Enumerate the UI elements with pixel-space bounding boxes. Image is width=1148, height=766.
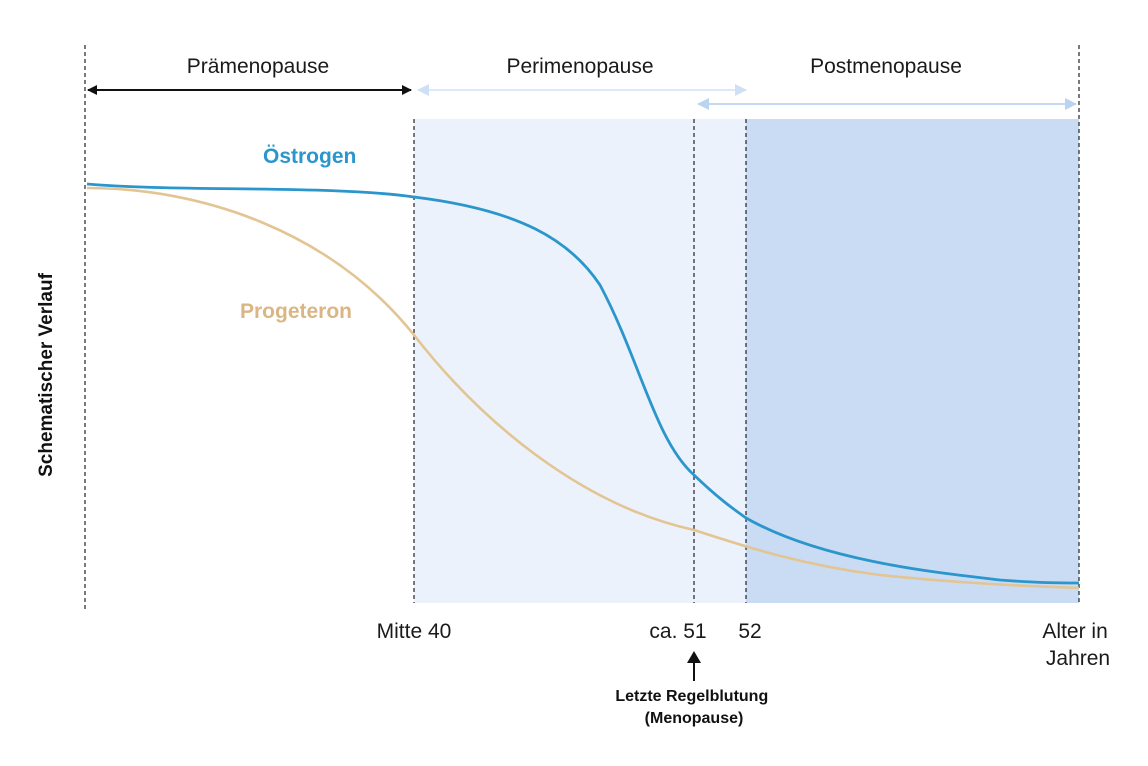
perimenopause-region: [414, 119, 746, 603]
y-axis-title: Schematischer Verlauf: [36, 272, 57, 476]
phase-label-praemenopause: Prämenopause: [187, 55, 329, 78]
x-axis-title-line-1: Alter in: [1042, 620, 1107, 643]
tick-label-52: 52: [738, 620, 761, 643]
event-label-line-2: (Menopause): [645, 710, 744, 727]
postmenopause-region: [746, 119, 1079, 603]
event-arrow-head: [687, 651, 701, 663]
series-label-oestrogen: Östrogen: [263, 145, 356, 168]
series-line-oestrogen: [86, 182, 1080, 585]
x-axis-title: Alter in Jahren: [1042, 620, 1113, 670]
tick-label-ca51: ca. 51: [649, 620, 706, 643]
series-label-progeteron: Progeteron: [240, 300, 352, 323]
series-line-progeteron: [86, 186, 1080, 590]
tick-label-mitte40: Mitte 40: [377, 620, 452, 643]
event-label: Letzte Regelblutung (Menopause): [615, 688, 772, 727]
phase-label-postmenopause: Postmenopause: [810, 55, 962, 78]
event-label-line-1: Letzte Regelblutung: [615, 688, 768, 705]
x-axis-title-line-2: Jahren: [1046, 647, 1110, 670]
phase-label-perimenopause: Perimenopause: [506, 55, 653, 78]
